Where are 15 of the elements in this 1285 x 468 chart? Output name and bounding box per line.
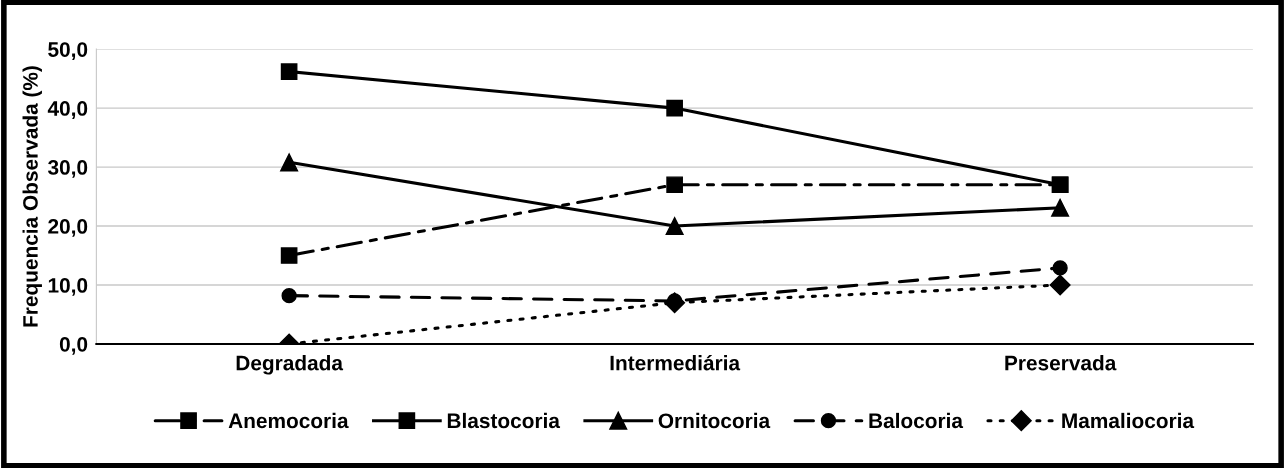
x-tick-label: Intermediária (610, 354, 741, 371)
y-tick-label: 20,0 (48, 219, 88, 237)
y-tick-label: 50,0 (48, 42, 88, 60)
legend-label: Anemocoria (228, 412, 349, 429)
y-tick-label: 0,0 (59, 336, 88, 355)
y-tick-label: 10,0 (48, 278, 88, 296)
legend-label: Mamaliocoria (1062, 412, 1195, 429)
legend-label: Balocoria (869, 412, 964, 429)
y-tick-label: 30,0 (47, 160, 88, 178)
y-tick-label: 40,0 (47, 101, 88, 119)
y-axis-title: Frequencia Observada (%) (22, 66, 42, 327)
legend-label: Blastocoria (447, 412, 561, 429)
legend-label: Ornitocoria (658, 412, 771, 429)
x-tick-label: Preservada (1005, 355, 1117, 371)
x-tick-label: Degradada (236, 355, 344, 375)
